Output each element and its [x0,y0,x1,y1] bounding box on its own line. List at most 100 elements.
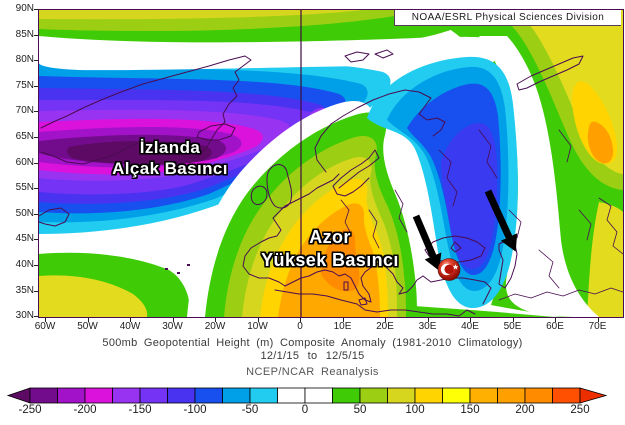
colorbar-segment [139,387,168,404]
lat-tick-label: 70N [15,105,34,117]
label-azores-high: Azor Yüksek Basıncı [215,226,445,272]
lon-tick-label: 50E [503,321,522,332]
label-azores-high-line2: Yüksek Basıncı [261,250,399,270]
lon-tick-label: 60E [546,321,564,332]
lat-tick-label: 75N [15,79,34,91]
colorbar-segment [277,387,306,404]
lat-tick-label: 45N [15,233,34,245]
anomaly-map [38,9,624,318]
turkey-flag-ball-icon [437,258,461,281]
lat-tick-mark [34,290,38,292]
lon-tick-label: 30E [418,321,437,332]
colorbar-segment [497,387,526,404]
lat-tick-label: 85N [15,28,34,40]
coast-sardinia-sicily [343,281,368,306]
coast-iceland [196,123,236,141]
colorbar-segment [167,387,196,404]
border-line [478,129,498,179]
lon-tick-mark [342,318,344,322]
border-line [368,209,380,249]
region-white-band-85n [39,36,498,71]
arrow-right-icon [484,189,518,252]
label-azores-high-line1: Azor [309,227,351,247]
lon-tick-label: 0 [297,321,303,332]
lon-tick-label: 40W [119,321,141,332]
lat-tick-mark [34,111,38,113]
colorbar-segments [29,387,581,404]
lon-tick-mark [130,318,131,322]
coast-north-africa [274,289,476,317]
colorbar-tick-label: 250 [570,404,590,416]
region-white-band-east [479,36,599,317]
colorbar-tick-label: 0 [301,404,309,416]
region-north-africa-green-strip [369,303,555,317]
region-low-core-darkest [67,140,212,165]
lon-tick-label: 10E [333,321,352,332]
coast-turkey-levant [422,275,492,305]
coastlines-group [39,49,623,317]
coast-baltic [332,149,380,197]
colorbar-tick-label: 100 [405,404,425,416]
lon-tick-mark [555,318,556,322]
colorbar-segment [469,387,498,404]
colorbar-tick-label: 150 [460,404,480,416]
lon-tick-mark [385,318,386,322]
lat-tick-label: 90N [15,3,34,15]
colorbar-segment [552,387,581,404]
lon-tick-mark [215,318,216,322]
lat-tick-label: 50N [15,207,34,219]
region-west-atlantic-yellow [39,275,148,317]
colorbar-canvas [6,387,608,404]
lat-tick-mark [34,9,38,11]
lon-tick-label: 60W [34,321,56,332]
coast-novaya-zemlya [516,55,584,91]
lat-tick-label: 55N [15,182,34,194]
lon-tick-mark [300,318,301,322]
source-attribution-box: NOAA/ESRL Physical Sciences Division [394,10,621,26]
label-iceland-low-line2: Alçak Basıncı [112,159,228,178]
lat-tick-mark [34,316,38,318]
label-iceland-low-line1: İzlanda [139,138,201,157]
border-line [498,287,623,301]
colorbar-segment [359,387,388,404]
lat-tick-label: 65N [15,131,34,142]
caption-date-range: 12/1/15 to 12/5/15 [260,350,365,362]
coast-norway-kola [314,89,446,173]
colorbar-tick-label: -250 [18,404,42,416]
lat-tick-mark [34,137,38,138]
colorbar-segment [112,387,141,404]
colorbar-left-arrow [6,387,31,404]
lon-tick-label: 10W [247,321,268,332]
colorbar-segment [57,387,86,404]
border-line [538,249,560,289]
colorbar-segment [387,387,416,404]
border-line [438,149,458,207]
lon-tick-mark [45,318,46,322]
region-top-strip-yellow [39,10,363,20]
label-iceland-low: İzlanda Alçak Basıncı [70,137,270,179]
lat-tick-mark [34,188,38,190]
colorbar-segment [222,387,251,404]
lat-tick-label: 60N [15,156,34,168]
lat-tick-mark [34,85,38,87]
azores-islands [165,264,190,274]
region-right-edge-yellow [587,202,623,317]
lon-tick-label: 20E [376,321,394,332]
colorbar-tick-label: -50 [241,404,259,416]
lon-tick-label: 50W [77,321,98,332]
border-line [340,199,352,235]
colorbar-segment [249,387,278,404]
lon-tick-label: 40E [461,321,479,332]
coast-ireland [250,185,268,205]
lat-tick-label: 80N [15,54,34,66]
coast-britain [266,164,292,209]
coast-greenland [40,55,252,165]
coast-svalbard [344,49,394,63]
lon-tick-mark [87,318,89,322]
colorbar-tick-label: 50 [353,404,367,416]
border-line [578,209,592,241]
lon-tick-label: 20W [204,321,226,332]
colorbar-tick-label: -200 [73,404,97,416]
lat-tick-mark [34,34,38,36]
